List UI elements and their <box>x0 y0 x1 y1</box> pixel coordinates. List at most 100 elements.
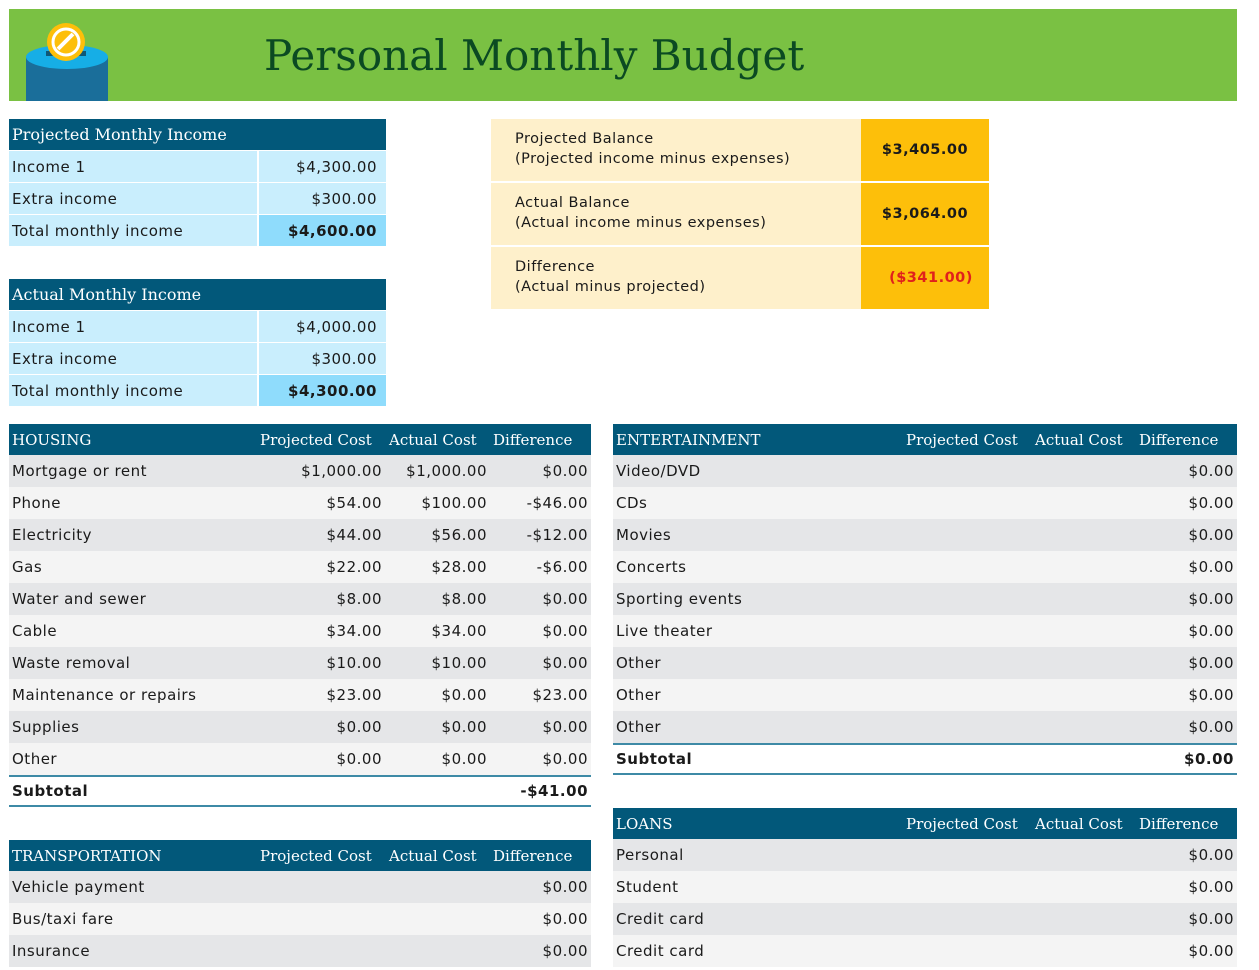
difference-header: Difference <box>1139 430 1219 449</box>
difference: -$41.00 <box>520 782 588 800</box>
balance-row: Difference (Actual minus projected) ($341.… <box>491 247 989 311</box>
income-value-cell: $300.00 <box>257 343 386 374</box>
projected-cost: $0.00 <box>336 750 382 768</box>
expense-row: Bus/taxi fare $0.00 <box>9 903 591 935</box>
difference: $0.00 <box>542 750 588 768</box>
expense-row: Credit card $0.00 <box>613 903 1237 935</box>
expense-row: Gas $22.00 $28.00 -$6.00 <box>9 551 591 583</box>
expense-row: Personal $0.00 <box>613 839 1237 871</box>
income-table-header: Projected Monthly Income <box>9 119 386 150</box>
balance-row: Projected Balance (Projected income minus… <box>491 119 989 183</box>
item-label: Movies <box>616 526 672 544</box>
actual-income-table: Actual Monthly Income Income 1 $4,000.00 Ex… <box>9 279 386 406</box>
actual-cost-header: Actual Cost <box>1035 430 1123 449</box>
income-row: Extra income $300.00 <box>9 182 386 214</box>
projected-cost: $44.00 <box>326 526 382 544</box>
item-label: Gas <box>12 558 43 576</box>
difference: $0.00 <box>1184 750 1234 768</box>
expense-row: Supplies $0.00 $0.00 $0.00 <box>9 711 591 743</box>
balance-label: Actual Balance <box>515 195 630 211</box>
entertainment-title: ENTERTAINMENT <box>616 430 761 449</box>
item-label: Insurance <box>12 942 91 960</box>
difference: $0.00 <box>542 910 588 928</box>
item-label: Maintenance or repairs <box>12 686 197 704</box>
balance-value: $3,405.00 <box>881 142 969 158</box>
item-label: Subtotal <box>12 782 89 800</box>
actual-cost: $0.00 <box>441 686 487 704</box>
item-label: Supplies <box>12 718 80 736</box>
item-label: CDs <box>616 494 648 512</box>
projected-cost: $34.00 <box>326 622 382 640</box>
actual-cost: $100.00 <box>421 494 487 512</box>
item-label: Bus/taxi fare <box>12 910 114 928</box>
balance-value: ($341.00) <box>889 270 973 286</box>
item-label: Live theater <box>616 622 713 640</box>
expense-table-header: LOANS Projected Cost Actual Cost Difference <box>613 808 1237 839</box>
subtotal-row: Subtotal -$41.00 <box>9 775 591 807</box>
entertainment-table: ENTERTAINMENT Projected Cost Actual Cost Di… <box>613 424 1237 775</box>
income-value: $300.00 <box>311 349 377 368</box>
difference: -$6.00 <box>536 558 588 576</box>
actual-cost: $0.00 <box>441 718 487 736</box>
balance-label: Difference <box>515 259 595 275</box>
difference: $0.00 <box>542 878 588 896</box>
balance-description: (Actual income minus expenses) <box>515 215 767 231</box>
difference: -$12.00 <box>526 526 588 544</box>
income-label: Total monthly income <box>12 221 184 240</box>
difference: $23.00 <box>532 686 588 704</box>
expense-row: Other $0.00 <box>613 679 1237 711</box>
income-value-cell: $4,300.00 <box>257 375 386 406</box>
actual-cost-header: Actual Cost <box>1035 814 1123 833</box>
item-label: Other <box>616 686 662 704</box>
income-table-header: Actual Monthly Income <box>9 279 386 310</box>
difference: $0.00 <box>542 462 588 480</box>
difference: $0.00 <box>542 590 588 608</box>
item-label: Waste removal <box>12 654 131 672</box>
expense-row: Movies $0.00 <box>613 519 1237 551</box>
actual-cost-header: Actual Cost <box>389 430 477 449</box>
item-label: Other <box>616 654 662 672</box>
loans-table: LOANS Projected Cost Actual Cost Difference… <box>613 808 1237 967</box>
income-value: $4,300.00 <box>296 157 377 176</box>
subtotal-row: Subtotal $0.00 <box>613 743 1237 775</box>
actual-cost: $8.00 <box>441 590 487 608</box>
item-label: Phone <box>12 494 61 512</box>
item-label: Personal <box>616 846 684 864</box>
income-label: Extra income <box>12 189 118 208</box>
actual-cost: $1,000.00 <box>406 462 487 480</box>
balance-label-cell: Projected Balance (Projected income minus… <box>491 119 861 181</box>
item-label: Mortgage or rent <box>12 462 147 480</box>
item-label: Credit card <box>616 910 705 928</box>
projected-cost: $23.00 <box>326 686 382 704</box>
difference-header: Difference <box>493 430 573 449</box>
income-label: Income 1 <box>12 317 86 336</box>
income-table-title: Actual Monthly Income <box>12 285 202 304</box>
balance-row: Actual Balance (Actual income minus expen… <box>491 183 989 247</box>
difference: $0.00 <box>1188 942 1234 960</box>
income-row: Extra income $300.00 <box>9 342 386 374</box>
actual-cost: $34.00 <box>431 622 487 640</box>
expense-row: Electricity $44.00 $56.00 -$12.00 <box>9 519 591 551</box>
difference: $0.00 <box>542 718 588 736</box>
actual-cost: $0.00 <box>441 750 487 768</box>
expense-row: Concerts $0.00 <box>613 551 1237 583</box>
balance-value-cell: ($341.00) <box>861 247 989 309</box>
difference-header: Difference <box>493 846 573 865</box>
item-label: Concerts <box>616 558 687 576</box>
item-label: Cable <box>12 622 58 640</box>
balance-summary: Projected Balance (Projected income minus… <box>491 119 989 311</box>
income-value-cell: $4,300.00 <box>257 151 386 182</box>
difference: $0.00 <box>1188 878 1234 896</box>
expense-row: Cable $34.00 $34.00 $0.00 <box>9 615 591 647</box>
actual-cost: $56.00 <box>431 526 487 544</box>
expense-row: CDs $0.00 <box>613 487 1237 519</box>
actual-cost-header: Actual Cost <box>389 846 477 865</box>
difference: $0.00 <box>1188 462 1234 480</box>
income-value: $300.00 <box>311 189 377 208</box>
difference: $0.00 <box>542 942 588 960</box>
income-label: Extra income <box>12 349 118 368</box>
item-label: Credit card <box>616 942 705 960</box>
difference: $0.00 <box>542 654 588 672</box>
expense-row: Credit card $0.00 <box>613 935 1237 967</box>
income-row: Total monthly income $4,300.00 <box>9 374 386 406</box>
